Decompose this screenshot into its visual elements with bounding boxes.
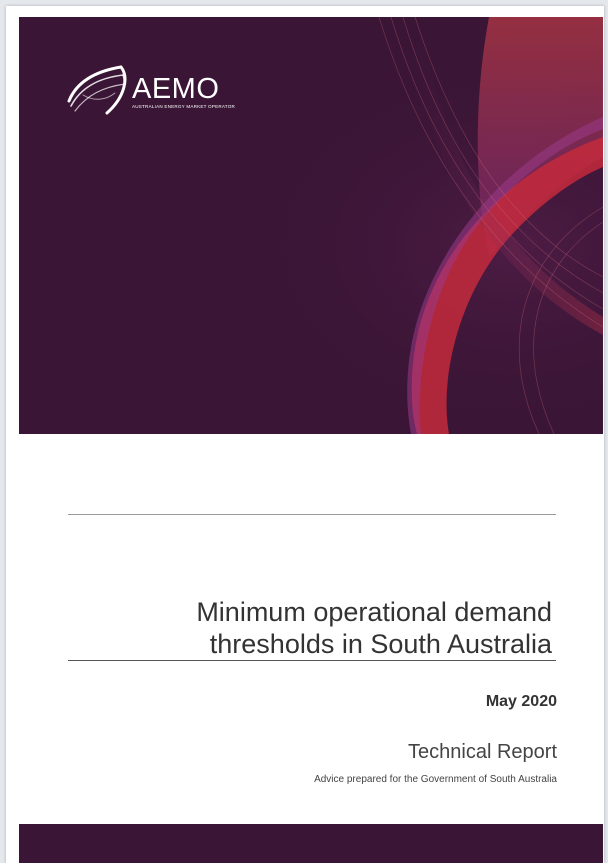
report-title: Minimum operational demand thresholds in… bbox=[68, 596, 552, 660]
report-cover-page: AEMO AUSTRALIAN ENERGY MARKET OPERATOR M… bbox=[6, 6, 604, 863]
report-type: Technical Report bbox=[408, 741, 557, 763]
banner-curve-red bbox=[411, 137, 603, 434]
banner-fine-lines bbox=[378, 17, 603, 434]
report-title-line-1: Minimum operational demand bbox=[196, 597, 552, 627]
banner-curve-wash bbox=[404, 17, 603, 335]
logo-wordmark: AEMO AUSTRALIAN ENERGY MARKET OPERATOR bbox=[132, 74, 235, 110]
logo-tagline: AUSTRALIAN ENERGY MARKET OPERATOR bbox=[132, 104, 236, 109]
logo-name: AEMO bbox=[132, 73, 220, 105]
footer-band bbox=[19, 824, 603, 863]
top-divider bbox=[68, 514, 556, 515]
banner-curve-violet bbox=[407, 117, 603, 434]
report-date: May 2020 bbox=[485, 693, 557, 710]
title-divider bbox=[68, 660, 556, 661]
aemo-logo: AEMO AUSTRALIAN ENERGY MARKET OPERATOR bbox=[63, 61, 235, 119]
aemo-swoosh-icon bbox=[67, 65, 127, 115]
report-advice: Advice prepared for the Government of So… bbox=[314, 774, 557, 785]
report-title-line-2: thresholds in South Australia bbox=[209, 629, 552, 659]
cover-banner: AEMO AUSTRALIAN ENERGY MARKET OPERATOR bbox=[19, 17, 603, 434]
cover-banner-graphic bbox=[19, 17, 603, 434]
